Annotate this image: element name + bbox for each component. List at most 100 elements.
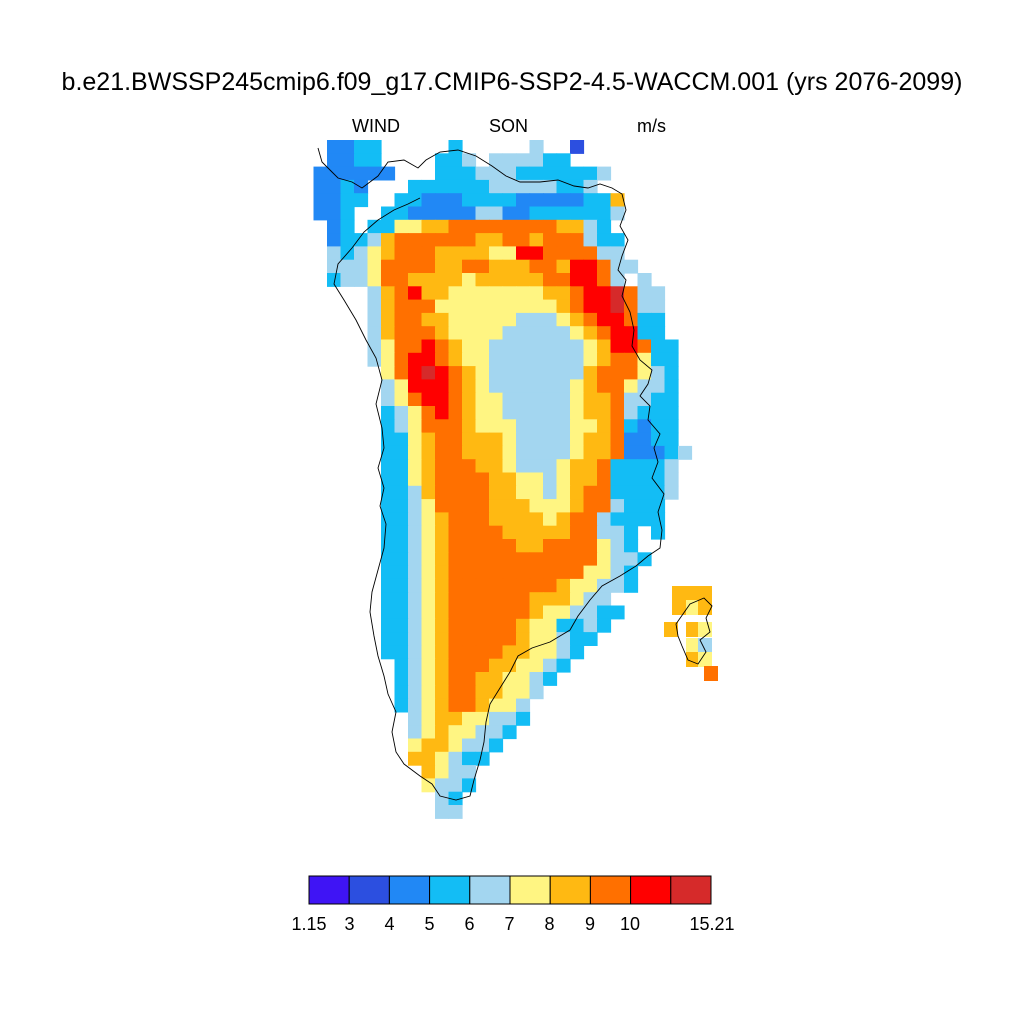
heatmap-cell: [408, 512, 423, 527]
heatmap-cell: [475, 299, 490, 314]
heatmap-cell: [354, 246, 369, 261]
heatmap-cell: [529, 379, 544, 394]
heatmap-cell: [637, 366, 652, 380]
heatmap-cell: [421, 273, 436, 287]
colorbar-label: 15.21: [689, 914, 734, 934]
heatmap-cell: [516, 339, 531, 354]
heatmap-cell: [556, 352, 571, 367]
heatmap-cell: [489, 259, 504, 274]
heatmap-cell: [435, 472, 450, 487]
heatmap-cell: [624, 379, 639, 394]
heatmap-cell: [394, 499, 409, 513]
heatmap-cell: [570, 219, 585, 234]
heatmap-cell: [448, 299, 463, 314]
heatmap-cell: [421, 366, 436, 380]
heatmap-cell: [394, 645, 409, 660]
heatmap-cell: [448, 791, 463, 806]
heatmap-cell: [570, 512, 585, 527]
heatmap-cell: [448, 259, 463, 274]
heatmap-cell: [583, 233, 598, 247]
heatmap-cell: [448, 206, 463, 221]
heatmap-cell: [435, 193, 450, 208]
heatmap-cell: [529, 246, 544, 261]
heatmap-cell: [435, 725, 450, 740]
heatmap-cell: [583, 419, 598, 434]
heatmap-cell: [408, 299, 423, 314]
heatmap-cell: [543, 459, 558, 474]
heatmap-cell: [448, 539, 463, 553]
heatmap-cell: [583, 299, 598, 314]
heatmap-cell: [489, 246, 504, 261]
heatmap-cell: [408, 326, 423, 341]
heatmap-cell: [651, 392, 666, 407]
heatmap-cell: [448, 499, 463, 513]
heatmap-cell: [327, 233, 342, 247]
heatmap-cell: [516, 419, 531, 434]
heatmap-cell: [448, 312, 463, 327]
heatmap-cell: [651, 299, 666, 314]
heatmap-cell: [421, 552, 436, 567]
heatmap-cell: [556, 206, 571, 221]
heatmap-cell: [624, 366, 639, 380]
heatmap-cell: [529, 392, 544, 407]
heatmap-cell: [624, 565, 639, 580]
heatmap-cell: [543, 246, 558, 261]
heatmap-cell: [435, 618, 450, 633]
heatmap-cell: [394, 512, 409, 527]
heatmap-cell: [637, 286, 652, 301]
heatmap-cell: [394, 286, 409, 301]
heatmap-cell: [489, 552, 504, 567]
heatmap-cell: [651, 459, 666, 474]
heatmap-cell: [448, 459, 463, 474]
heatmap-cell: [570, 432, 585, 447]
heatmap-cell: [597, 485, 612, 500]
heatmap-cell: [637, 512, 652, 527]
heatmap-cell: [435, 711, 450, 726]
heatmap-cell: [543, 592, 558, 607]
heatmap-cell: [435, 366, 450, 380]
heatmap-cell: [502, 219, 517, 234]
heatmap-cell: [610, 432, 625, 447]
colorbar-label: 6: [464, 914, 474, 934]
heatmap-cell: [529, 419, 544, 434]
heatmap-cell: [448, 685, 463, 700]
heatmap-cell: [516, 459, 531, 474]
heatmap-cell: [435, 539, 450, 553]
heatmap-cell: [313, 206, 328, 221]
heatmap-cell: [651, 512, 666, 527]
heatmap-cell: [543, 539, 558, 553]
heatmap-cell: [529, 605, 544, 620]
heatmap-cell: [556, 219, 571, 234]
heatmap-cell: [502, 379, 517, 394]
heatmap-cell: [489, 219, 504, 234]
heatmap-cell: [529, 339, 544, 354]
heatmap-cell: [583, 339, 598, 354]
heatmap-cell: [570, 539, 585, 553]
heatmap-cell: [664, 392, 679, 407]
heatmap-cell: [556, 166, 571, 181]
heatmap-cell: [408, 445, 423, 460]
heatmap-cell: [556, 618, 571, 633]
heatmap-cell: [516, 153, 531, 168]
heatmap-cell: [327, 219, 342, 234]
heatmap-cell: [394, 432, 409, 447]
heatmap-cell: [475, 645, 490, 660]
heatmap-cell: [475, 672, 490, 686]
heatmap-cell: [529, 592, 544, 607]
heatmap-cell: [435, 286, 450, 301]
heatmap-cell: [462, 406, 477, 420]
heatmap-cell: [516, 273, 531, 287]
heatmap-cell: [381, 565, 396, 580]
heatmap-cell: [543, 445, 558, 460]
colorbar-label: 9: [585, 914, 595, 934]
heatmap-cell: [529, 539, 544, 553]
colorbar-label: 5: [424, 914, 434, 934]
heatmap-cell: [448, 711, 463, 726]
heatmap-cell: [421, 219, 436, 234]
heatmap-cell: [408, 751, 423, 766]
heatmap-cell: [435, 379, 450, 394]
heatmap-cell: [664, 432, 679, 447]
heatmap-cell: [624, 326, 639, 341]
heatmap-cell: [610, 552, 625, 567]
